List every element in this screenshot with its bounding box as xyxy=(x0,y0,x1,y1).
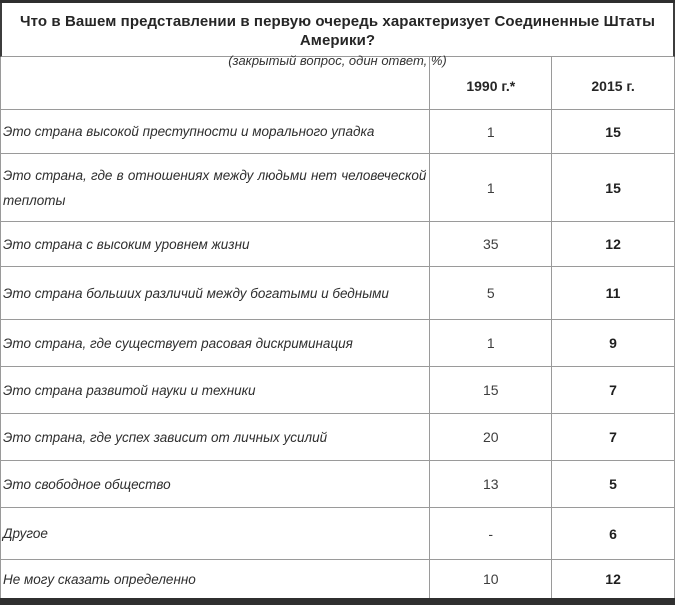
row-label: Это страна, где успех зависит от личных … xyxy=(3,429,328,445)
row-label: Это страна больших различий между богаты… xyxy=(3,285,389,301)
value-2015: 7 xyxy=(609,429,617,445)
table-row: Это страна, где успех зависит от личных … xyxy=(1,414,674,461)
row-label-cell: Другое xyxy=(1,508,431,559)
table-row: Это страна развитой науки и техники 15 7 xyxy=(1,367,674,414)
value-2015: 11 xyxy=(605,285,621,301)
row-label-cell: Это страна высокой преступности и мораль… xyxy=(1,110,431,153)
row-label-cell: Не могу сказать определенно xyxy=(1,560,431,598)
table-row: Не могу сказать определенно 10 12 xyxy=(1,560,674,598)
value-2015: 15 xyxy=(605,179,621,196)
page-subtitle: (закрытый вопрос, один ответ, %) xyxy=(228,53,447,68)
value-2015: 7 xyxy=(609,382,617,398)
row-label: Это страна развитой науки и техники xyxy=(3,382,256,398)
value-1990: 13 xyxy=(430,461,553,507)
row-label: Это страна высокой преступности и мораль… xyxy=(3,124,375,139)
row-label: Другое xyxy=(3,526,48,541)
value-1990: 35 xyxy=(430,222,553,266)
table-body: Это страна высокой преступности и мораль… xyxy=(1,110,674,598)
value-2015: 6 xyxy=(609,525,617,542)
value-2015: 12 xyxy=(605,236,621,252)
value-1990: 1 xyxy=(430,154,553,221)
value-2015: 12 xyxy=(605,571,621,587)
row-label-cell: Это страна больших различий между богаты… xyxy=(1,267,431,319)
value-1990: 1 xyxy=(430,110,553,153)
value-1990: 1 xyxy=(430,320,553,366)
column-header-2015: 2015 г. xyxy=(591,78,635,94)
header-cell-empty xyxy=(1,57,431,109)
table-row: Это страна высокой преступности и мораль… xyxy=(1,110,674,154)
value-2015: 9 xyxy=(609,335,617,351)
row-label-cell: Это страна развитой науки и техники xyxy=(1,367,431,413)
row-label-cell: Это страна с высоким уровнем жизни xyxy=(1,222,431,266)
value-2015: 5 xyxy=(609,476,617,492)
table-header-row: 1990 г.* 2015 г. xyxy=(1,57,674,110)
value-1990: 15 xyxy=(430,367,553,413)
survey-table: 1990 г.* 2015 г. Это страна высокой прес… xyxy=(0,57,675,598)
row-label: Это страна, где существует расовая дискр… xyxy=(3,335,353,351)
row-label: Не могу сказать определенно xyxy=(3,571,196,587)
value-1990: 10 xyxy=(430,560,553,598)
row-label: Это страна с высоким уровнем жизни xyxy=(3,236,250,252)
bottom-border-bar xyxy=(0,598,675,605)
row-label-cell: Это страна, где существует расовая дискр… xyxy=(1,320,431,366)
table-row: Другое - 6 xyxy=(1,508,674,560)
row-label-cell: Это свободное общество xyxy=(1,461,431,507)
value-2015: 15 xyxy=(605,123,621,140)
row-label: Это страна, где в отношениях между людьм… xyxy=(3,167,427,208)
top-border-bar xyxy=(0,0,675,3)
column-header-1990: 1990 г.* xyxy=(430,57,553,109)
value-1990: - xyxy=(430,508,553,559)
table-row: Это страна, где существует расовая дискр… xyxy=(1,320,674,367)
row-label-cell: Это страна, где в отношениях между людьм… xyxy=(1,154,431,221)
row-label-cell: Это страна, где успех зависит от личных … xyxy=(1,414,431,460)
table-row: Это страна с высоким уровнем жизни 35 12 xyxy=(1,222,674,267)
value-1990: 20 xyxy=(430,414,553,460)
row-label: Это свободное общество xyxy=(3,476,171,492)
page-title: Что в Вашем представлении в первую очере… xyxy=(19,13,656,49)
table-row: Это страна, где в отношениях между людьм… xyxy=(1,154,674,222)
value-1990: 5 xyxy=(430,267,553,319)
table-caption: Что в Вашем представлении в первую очере… xyxy=(0,3,675,68)
table-row: Это страна больших различий между богаты… xyxy=(1,267,674,320)
table-row: Это свободное общество 13 5 xyxy=(1,461,674,508)
